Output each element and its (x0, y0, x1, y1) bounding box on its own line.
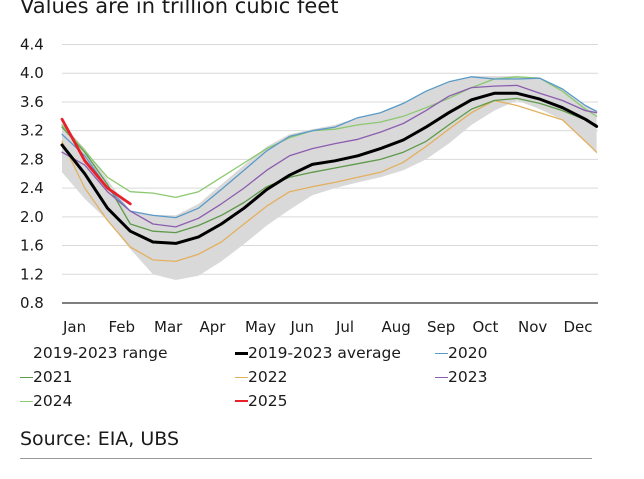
series-line-2021 (61, 97, 598, 234)
legend-label: 2021 (33, 368, 73, 386)
x-tick-label: Apr (200, 318, 227, 336)
legend-item-range: 2019-2023 range (20, 344, 167, 362)
series-line-2023 (61, 84, 598, 228)
range-band (62, 76, 597, 280)
y-tick-label: 0.8 (20, 294, 44, 312)
y-tick-label: 3.2 (20, 122, 44, 140)
x-tick-label: Dec (564, 318, 593, 336)
x-tick-label: Feb (109, 318, 136, 336)
legend-label: 2024 (33, 392, 73, 410)
legend-label: 2019-2023 range (33, 344, 168, 362)
x-tick-label: Jun (290, 318, 314, 336)
range-area (62, 76, 597, 280)
series-lines (60, 76, 599, 263)
legend-item-2022: 2022 (235, 368, 287, 386)
x-tick-label: Mar (154, 318, 183, 336)
legend-item-2023: 2023 (435, 368, 487, 386)
legend-label: 2020 (448, 344, 488, 362)
legend-swatch-average (235, 351, 248, 355)
y-tick-label: 2.8 (20, 150, 44, 168)
x-axis-ticks: Jan Feb Mar Apr May Jun Jul Aug Sep Oct Nov Dec (62, 318, 593, 336)
chart-title: Values are in trillion cubic feet (20, 0, 339, 18)
divider (20, 458, 592, 459)
legend-swatch-2020 (435, 352, 448, 354)
x-tick-label: Sep (427, 318, 455, 336)
legend-swatch-2024 (20, 400, 33, 402)
series-line-2025 (60, 117, 132, 206)
series-line-2020 (61, 76, 598, 219)
chart-area: 4.4 4.0 3.6 3.2 2.8 2.4 2.0 1.6 1.2 0.8 Jan Feb Mar… (20, 36, 599, 336)
series-line-2024 (61, 76, 598, 199)
legend-label: 2025 (248, 392, 288, 410)
legend-item-2024: 2024 (20, 392, 72, 410)
series-line-2022 (61, 99, 598, 263)
x-tick-label: Oct (473, 318, 499, 336)
x-tick-label: Nov (518, 318, 547, 336)
y-tick-label: 1.6 (20, 237, 44, 255)
x-tick-label: Aug (382, 318, 411, 336)
y-tick-label: 2.0 (20, 208, 44, 226)
y-tick-label: 4.4 (20, 36, 44, 54)
x-tick-label: May (245, 318, 276, 336)
y-tick-label: 3.6 (20, 93, 44, 111)
legend-item-2021: 2021 (20, 368, 72, 386)
legend-item-2025: 2025 (235, 392, 287, 410)
x-tick-label: Jan (62, 318, 86, 336)
series-line-2019-2023-average (60, 91, 599, 245)
legend-item-average: 2019-2023 average (235, 344, 401, 362)
y-tick-label: 2.4 (20, 179, 44, 197)
source-note: Source: EIA, UBS (20, 428, 180, 450)
y-tick-label: 1.2 (20, 265, 44, 283)
x-tick-label: Jul (335, 318, 354, 336)
legend-swatch-2022 (235, 376, 248, 378)
legend-label: 2019-2023 average (248, 344, 401, 362)
legend-swatch-2021 (20, 376, 33, 378)
legend-item-2020: 2020 (435, 344, 487, 362)
legend-swatch-2023 (435, 376, 448, 378)
y-tick-label: 4.0 (20, 64, 44, 82)
legend-label: 2022 (248, 368, 288, 386)
y-axis-ticks: 4.4 4.0 3.6 3.2 2.8 2.4 2.0 1.6 1.2 0.8 (20, 36, 44, 313)
legend-swatch-2025 (235, 400, 248, 402)
legend-label: 2023 (448, 368, 488, 386)
